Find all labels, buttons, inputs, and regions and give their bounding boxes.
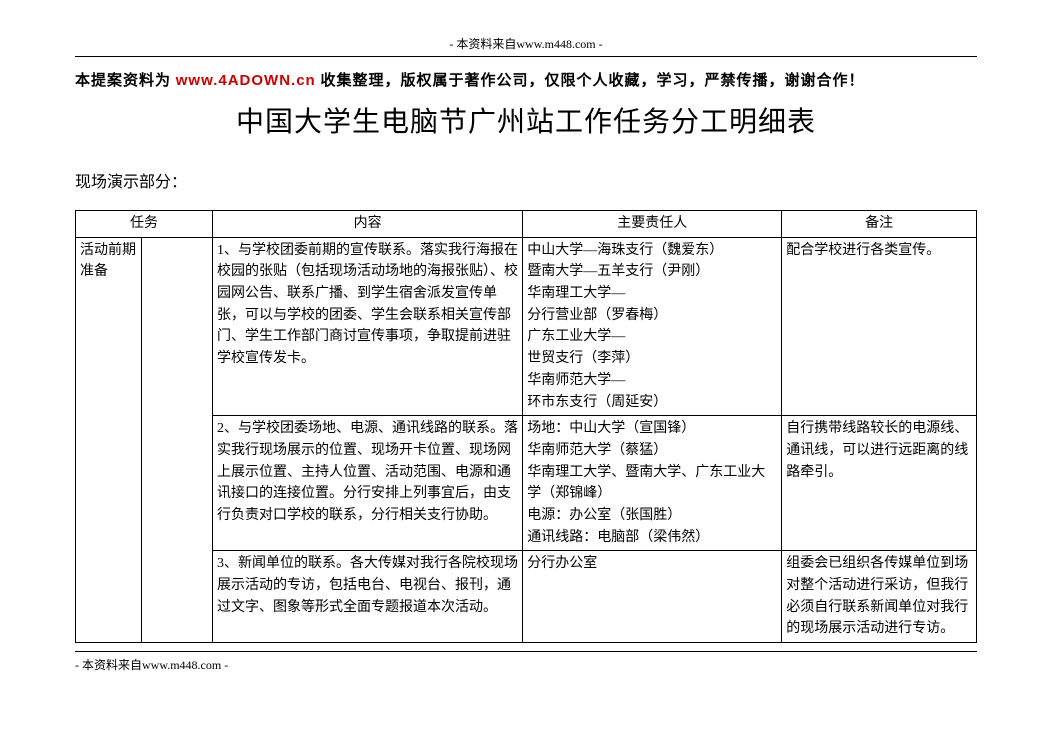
th-task: 任务	[76, 211, 213, 238]
th-note: 备注	[782, 211, 977, 238]
cell-person: 场地：中山大学（宣国锋）华南师范大学（蔡猛）华南理工大学、暨南大学、广东工业大学…	[523, 416, 782, 551]
notice-prefix: 本提案资料为	[75, 73, 176, 89]
top-source-line: - 本资料来自www.m448.com -	[75, 0, 977, 56]
cell-person: 中山大学—海珠支行（魏爱东）暨南大学—五羊支行（尹刚）华南理工大学—分行营业部（…	[523, 237, 782, 416]
page-title: 中国大学生电脑节广州站工作任务分工明细表	[75, 94, 977, 162]
top-rule	[75, 56, 977, 57]
cell-task-a: 活动前期准备	[76, 237, 142, 642]
section-label-text: 现场演示部分：	[75, 174, 187, 191]
cell-content: 1、与学校团委前期的宣传联系。落实我行海报在校园的张贴（包括现场活动场地的海报张…	[212, 237, 522, 416]
section-label: 现场演示部分：	[75, 162, 977, 210]
th-person: 主要责任人	[523, 211, 782, 238]
table-header-row: 任务 内容 主要责任人 备注	[76, 211, 977, 238]
notice-url: www.4ADOWN.cn	[176, 72, 316, 89]
cell-person: 分行办公室	[523, 551, 782, 643]
cell-content: 2、与学校团委场地、电源、通讯线路的联系。落实我行现场展示的位置、现场开卡位置、…	[212, 416, 522, 551]
notice-suffix: 收集整理，版权属于著作公司，仅限个人收藏，学习，严禁传播，谢谢合作！	[316, 73, 865, 89]
th-content: 内容	[212, 211, 522, 238]
task-table: 任务 内容 主要责任人 备注 活动前期准备 1、与学校团委前期的宣传联系。落实我…	[75, 210, 977, 643]
cell-content: 3、新闻单位的联系。各大传媒对我行各院校现场展示活动的专访，包括电台、电视台、报…	[212, 551, 522, 643]
cell-task-b	[142, 237, 213, 642]
bottom-source-line: - 本资料来自www.m448.com -	[75, 652, 977, 673]
cell-note: 组委会已组织各传媒单位到场对整个活动进行采访，但我行必须自行联系新闻单位对我行的…	[782, 551, 977, 643]
notice-line: 本提案资料为 www.4ADOWN.cn 收集整理，版权属于著作公司，仅限个人收…	[75, 63, 977, 94]
cell-note: 自行携带线路较长的电源线、通讯线，可以进行远距离的线路牵引。	[782, 416, 977, 551]
table-row: 活动前期准备 1、与学校团委前期的宣传联系。落实我行海报在校园的张贴（包括现场活…	[76, 237, 977, 416]
cell-note: 配合学校进行各类宣传。	[782, 237, 977, 416]
